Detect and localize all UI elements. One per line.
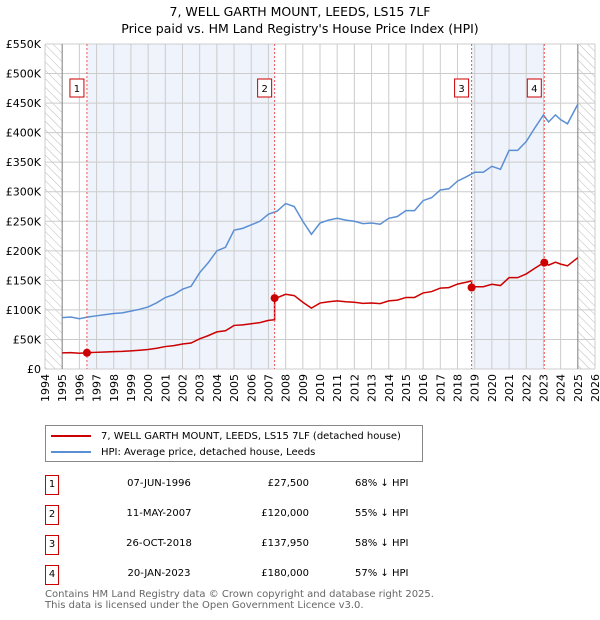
x-tick-label: 2013 [366, 374, 379, 402]
sale-label-number: 1 [74, 84, 80, 95]
x-tick-label: 2021 [503, 374, 516, 402]
y-tick-label: £150K [6, 274, 42, 287]
x-tick-label: 1999 [125, 374, 138, 402]
footer-copyright: Contains HM Land Registry data © Crown c… [45, 589, 434, 600]
sale-price: £120,000 [261, 508, 309, 519]
x-tick-label: 2017 [434, 374, 447, 402]
sale-label-number: 3 [458, 84, 464, 95]
hpi-line [62, 103, 579, 320]
sale-label-number: 4 [531, 84, 537, 95]
y-tick-label: £500K [6, 68, 42, 81]
shaded-region [471, 44, 545, 369]
legend-label: 7, WELL GARTH MOUNT, LEEDS, LS15 7LF (de… [101, 430, 401, 442]
x-tick-label: 2020 [486, 374, 499, 402]
sale-point [467, 283, 476, 292]
x-tick-label: 2012 [348, 374, 361, 402]
chart-subtitle: Price paid vs. HM Land Registry's House … [121, 21, 479, 36]
footer-licence: This data is licensed under the Open Gov… [45, 600, 364, 611]
y-tick-label: £550K [6, 38, 42, 51]
line-chart: 1994 1995 1996 1997 1998 1999 2000 2001 2002 2003… [6, 38, 600, 402]
y-tick-label: £100K [6, 304, 42, 317]
x-tick-label: 1996 [73, 374, 86, 402]
sale-point [270, 294, 279, 303]
sale-label-number: 2 [261, 84, 267, 95]
sale-price: £137,950 [261, 538, 309, 549]
sale-hpi-diff: 55% ↓ HPI [355, 508, 409, 519]
sale-label-box [69, 78, 85, 98]
shaded-region [86, 44, 275, 369]
sale-label-box [454, 78, 470, 98]
y-tick-label: £250K [6, 215, 42, 228]
y-tick-label: £0 [27, 363, 41, 376]
x-tick-label: 2018 [452, 374, 465, 402]
x-tick-label: 2002 [177, 374, 190, 402]
sale-date: 26-OCT-2018 [126, 538, 192, 549]
hatched-region-start [45, 44, 63, 369]
x-tick-label: 2005 [228, 374, 241, 402]
sale-price: £27,500 [267, 478, 309, 489]
x-tick-label: 2023 [537, 374, 550, 402]
sale-label-box [526, 78, 542, 98]
x-tick-label: 2003 [194, 374, 207, 402]
x-tick-label: 1995 [56, 374, 69, 402]
x-tick-label: 2010 [314, 374, 327, 402]
sale-date: 07-JUN-1996 [127, 478, 191, 489]
x-tick-label: 2022 [520, 374, 533, 402]
legend-item-property: 7, WELL GARTH MOUNT, LEEDS, LS15 7LF (de… [46, 428, 401, 444]
sale-hpi-diff: 57% ↓ HPI [355, 568, 409, 579]
sale-number: 2 [45, 505, 59, 525]
x-tick-label: 2008 [280, 374, 293, 402]
x-tick-label: 2025 [572, 374, 585, 402]
x-tick-label: 2015 [400, 374, 413, 402]
y-tick-label: £300K [6, 186, 42, 199]
sale-number: 1 [45, 475, 59, 495]
x-tick-label: 2019 [469, 374, 482, 402]
y-tick-label: £400K [6, 127, 42, 140]
x-tick-label: 2006 [245, 374, 258, 402]
y-tick-label: £450K [6, 97, 42, 110]
x-tick-label: 2009 [297, 374, 310, 402]
hatched-region-end [577, 44, 595, 369]
sale-price: £180,000 [261, 568, 309, 579]
sale-row: 3 26-OCT-2018 £137,950 58% ↓ HPI [45, 535, 465, 555]
sale-point [82, 348, 91, 357]
property-price-line [62, 257, 579, 354]
sale-number: 3 [45, 535, 59, 555]
x-tick-label: 2011 [331, 374, 344, 402]
chart-title: 7, WELL GARTH MOUNT, LEEDS, LS15 7LF [169, 4, 431, 19]
sale-hpi-diff: 58% ↓ HPI [355, 538, 409, 549]
sale-hpi-diff: 68% ↓ HPI [355, 478, 409, 489]
y-tick-label: £50K [13, 333, 42, 346]
legend-swatch [51, 435, 91, 437]
sale-label-box [257, 78, 273, 98]
x-tick-label: 2016 [417, 374, 430, 402]
x-tick-label: 2001 [159, 374, 172, 402]
x-tick-label: 2026 [589, 374, 600, 402]
x-tick-label: 2000 [142, 374, 155, 402]
x-tick-label: 1994 [39, 374, 52, 402]
sale-number: 4 [45, 565, 59, 585]
y-tick-label: £350K [6, 156, 42, 169]
legend-item-hpi: HPI: Average price, detached house, Leed… [46, 444, 315, 460]
sale-date: 20-JAN-2023 [127, 568, 191, 579]
legend-label: HPI: Average price, detached house, Leed… [101, 446, 316, 458]
legend: 7, WELL GARTH MOUNT, LEEDS, LS15 7LF (de… [45, 425, 423, 462]
y-tick-label: £200K [6, 245, 42, 258]
sale-row: 1 07-JUN-1996 £27,500 68% ↓ HPI [45, 475, 465, 495]
sale-point [540, 258, 549, 267]
x-tick-label: 2024 [555, 374, 568, 402]
sale-row: 4 20-JAN-2023 £180,000 57% ↓ HPI [45, 565, 465, 585]
x-tick-label: 2014 [383, 374, 396, 402]
x-tick-label: 1997 [91, 374, 104, 402]
x-tick-label: 2004 [211, 374, 224, 402]
x-tick-label: 1998 [108, 374, 121, 402]
sale-date: 11-MAY-2007 [126, 508, 192, 519]
x-tick-label: 2007 [262, 374, 275, 402]
legend-swatch [51, 451, 91, 453]
sale-row: 2 11-MAY-2007 £120,000 55% ↓ HPI [45, 505, 465, 525]
